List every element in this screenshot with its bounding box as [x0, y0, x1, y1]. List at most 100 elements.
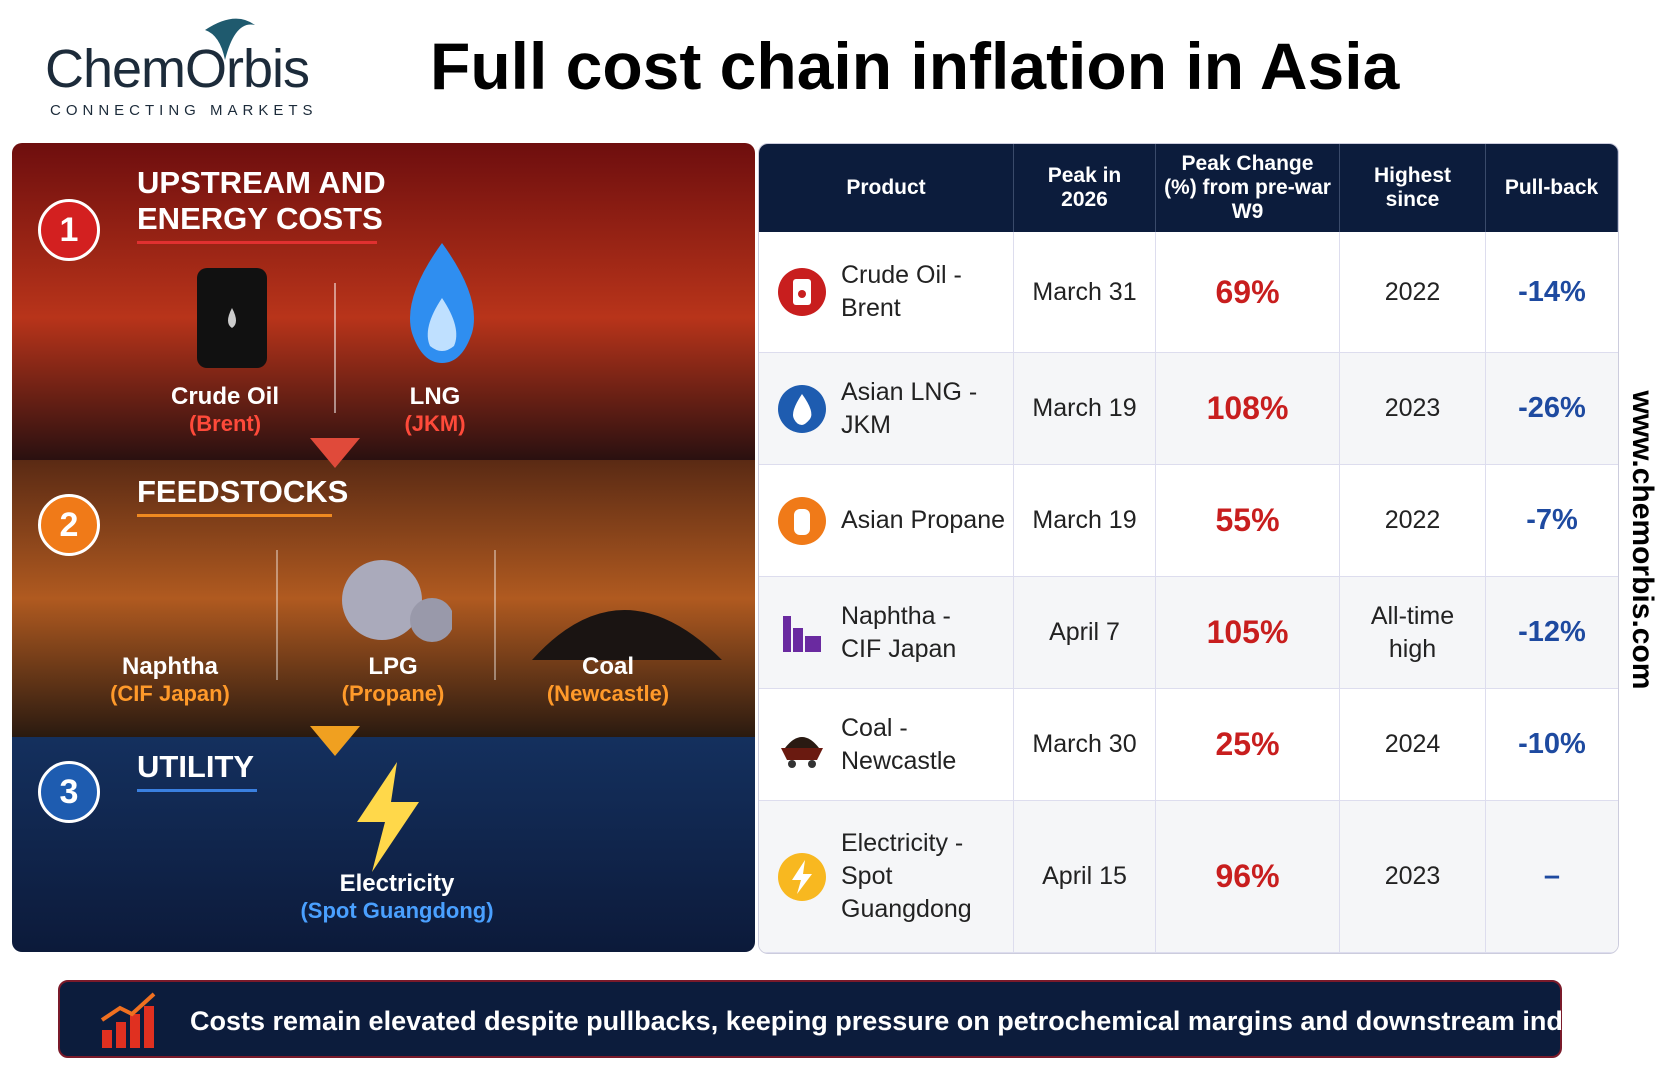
item-sub: (CIF Japan)	[110, 681, 230, 706]
peak-change: 96%	[1156, 801, 1340, 953]
product-cell: Coal - Newcastle	[759, 689, 1014, 801]
highest-since: 2023	[1340, 801, 1486, 953]
product-line: CIF Japan	[841, 634, 957, 663]
peak-date: March 31	[1014, 232, 1156, 353]
divider	[494, 550, 496, 680]
cost-chain-panel: 1 UPSTREAM AND ENERGY COSTS Crude Oil (Br…	[12, 143, 755, 952]
divider	[334, 283, 336, 413]
stage-item: LNG (JKM)	[335, 383, 535, 437]
header-cell: Peak Change (%) from pre-war W9	[1156, 144, 1340, 232]
stage-number: 3	[38, 761, 100, 823]
product-name: Crude Oil - Brent	[841, 259, 1013, 325]
underline	[137, 789, 257, 792]
underline	[137, 241, 377, 244]
flame-icon	[410, 243, 474, 363]
website: www.chemorbis.com	[1626, 390, 1659, 690]
lpg-sphere	[342, 560, 452, 642]
header-cell: Pull-back	[1486, 144, 1618, 232]
stage-item: Crude Oil (Brent)	[125, 383, 325, 437]
product-line: Newcastle	[841, 746, 957, 775]
header-cell: Peak in 2026	[1014, 144, 1156, 232]
item-sub: (Propane)	[341, 681, 445, 706]
product-cell: Crude Oil - Brent	[759, 232, 1014, 353]
peak-date: March 19	[1014, 465, 1156, 577]
item-sub: (JKM)	[404, 411, 466, 436]
item-name: Naphtha	[122, 653, 218, 680]
header-cell: Product	[759, 144, 1014, 232]
product-name: Coal - Newcastle	[841, 712, 956, 778]
stage-item: Coal (Newcastle)	[508, 653, 708, 707]
item-name: LPG	[368, 653, 418, 680]
footer-text: Costs remain elevated despite pullbacks,…	[190, 1006, 1659, 1036]
product-line: Crude Oil - Brent	[841, 261, 962, 322]
peak-date: April 15	[1014, 801, 1156, 953]
product-icon	[781, 736, 823, 768]
coal-pile	[532, 610, 722, 660]
arrow	[310, 438, 360, 468]
highest-since: 2024	[1340, 689, 1486, 801]
stage-3: 3 UTILITY Electricity (Spot Guangdong)	[12, 737, 755, 952]
row-stripe	[759, 801, 1618, 953]
product-line: Spot Guangdong	[841, 862, 972, 923]
product-name: Naphtha - CIF Japan	[841, 600, 956, 666]
product-cell: Asian Propane	[759, 465, 1014, 577]
stage-title: UPSTREAM AND ENERGY COSTS	[137, 165, 386, 236]
product-icon	[778, 496, 826, 545]
item-sub: (Newcastle)	[546, 681, 670, 706]
header-cell: Highest since	[1340, 144, 1486, 232]
chart-icon	[100, 992, 156, 1048]
highest-since: All-time high	[1340, 577, 1486, 689]
footer-bar	[58, 980, 1562, 1058]
stage-number: 2	[38, 494, 100, 556]
highest-since: 2023	[1340, 353, 1486, 465]
stage-title: UTILITY	[137, 749, 255, 784]
product-icon	[778, 384, 826, 433]
product-icon	[783, 615, 821, 652]
row-stripe	[759, 353, 1618, 465]
item-name: Coal	[581, 653, 634, 680]
stage-2: 2 FEEDSTOCKS Naphtha (CIF Japan) LPG (Prop…	[12, 460, 755, 737]
title: Full cost chain inflation in Asia	[430, 29, 1400, 103]
arrow	[310, 726, 360, 756]
product-name: Electricity - Spot Guangdong	[841, 827, 1013, 926]
pull-back: –	[1486, 801, 1618, 953]
product-name: Asian Propane	[841, 504, 1005, 537]
item-sub: (Spot Guangdong)	[300, 898, 494, 923]
stage-number: 1	[38, 199, 100, 261]
pull-back: -7%	[1486, 465, 1618, 577]
peak-date: March 30	[1014, 689, 1156, 801]
stage-item: LPG (Propane)	[293, 653, 493, 707]
tagline: CONNECTING MARKETS	[50, 102, 318, 119]
product-line: Electricity -	[841, 829, 964, 857]
stage-item: Electricity (Spot Guangdong)	[272, 870, 522, 924]
product-icon	[778, 852, 826, 901]
logo-swoosh	[205, 18, 255, 61]
pull-back: -10%	[1486, 689, 1618, 801]
product-line: Coal -	[841, 713, 908, 742]
product-cell: Naphtha - CIF Japan	[759, 577, 1014, 689]
stage-1: 1 UPSTREAM AND ENERGY COSTS Crude Oil (Br…	[12, 143, 755, 460]
data-table: Product Peak in 2026 Peak Change (%) from …	[758, 143, 1619, 954]
bolt-icon	[357, 762, 419, 872]
product-line: Asian Propane	[841, 506, 1006, 534]
pull-back: -14%	[1486, 232, 1618, 353]
product-icon	[778, 268, 826, 316]
peak-date: March 19	[1014, 353, 1156, 465]
underline	[137, 514, 332, 517]
pull-back: -26%	[1486, 353, 1618, 465]
barrel-icon	[197, 268, 267, 368]
peak-change: 108%	[1156, 353, 1340, 465]
item-sub: (Brent)	[188, 411, 262, 436]
product-line: Asian LNG - JKM	[841, 377, 978, 439]
peak-change: 25%	[1156, 689, 1340, 801]
highest-since: 2022	[1340, 232, 1486, 353]
peak-date: April 7	[1014, 577, 1156, 689]
peak-change: 105%	[1156, 577, 1340, 689]
product-cell: Electricity - Spot Guangdong	[759, 801, 1014, 953]
item-name: Electricity	[339, 870, 455, 897]
peak-change: 55%	[1156, 465, 1340, 577]
row-stripe	[759, 577, 1618, 689]
divider	[276, 550, 278, 680]
stage-item: Naphtha (CIF Japan)	[70, 653, 270, 707]
